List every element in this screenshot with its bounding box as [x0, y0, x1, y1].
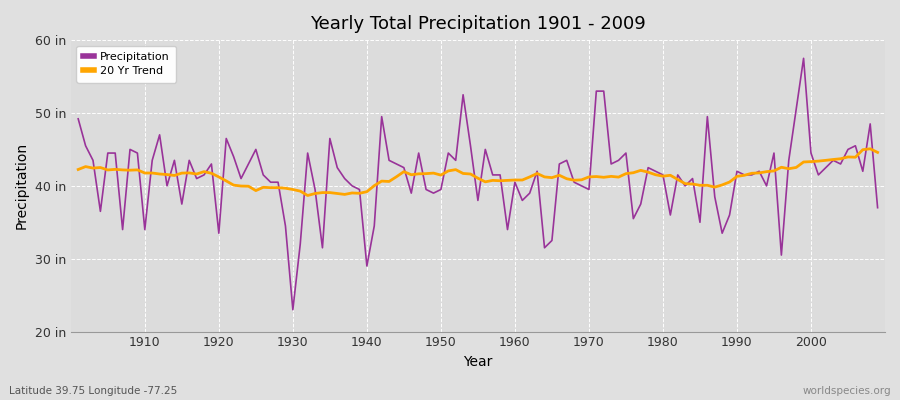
20 Yr Trend [606, 174, 616, 179]
Precipitation [517, 198, 527, 203]
X-axis label: Year: Year [464, 355, 492, 369]
Precipitation [509, 180, 520, 185]
Precipitation [872, 205, 883, 210]
Precipitation [302, 151, 313, 156]
20 Yr Trend [872, 150, 883, 155]
Line: Precipitation: Precipitation [78, 58, 878, 310]
Precipitation [132, 151, 143, 156]
Line: 20 Yr Trend: 20 Yr Trend [78, 149, 878, 196]
20 Yr Trend [346, 190, 357, 195]
20 Yr Trend [865, 146, 876, 151]
Text: worldspecies.org: worldspecies.org [803, 386, 891, 396]
Text: Latitude 39.75 Longitude -77.25: Latitude 39.75 Longitude -77.25 [9, 386, 177, 396]
Precipitation [346, 184, 357, 188]
Y-axis label: Precipitation: Precipitation [15, 142, 29, 230]
Precipitation [606, 162, 616, 166]
20 Yr Trend [295, 189, 306, 194]
Legend: Precipitation, 20 Yr Trend: Precipitation, 20 Yr Trend [76, 46, 176, 82]
20 Yr Trend [302, 193, 313, 198]
20 Yr Trend [132, 168, 143, 172]
Precipitation [287, 307, 298, 312]
Title: Yearly Total Precipitation 1901 - 2009: Yearly Total Precipitation 1901 - 2009 [310, 15, 646, 33]
20 Yr Trend [509, 178, 520, 182]
Precipitation [798, 56, 809, 61]
Precipitation [73, 116, 84, 121]
20 Yr Trend [73, 167, 84, 172]
20 Yr Trend [517, 178, 527, 182]
